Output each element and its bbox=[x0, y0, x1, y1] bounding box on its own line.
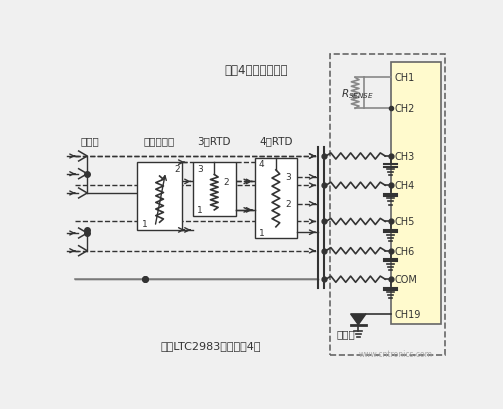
Bar bbox=[255, 158, 297, 239]
Text: 熱敏電阻器: 熱敏電阻器 bbox=[144, 136, 175, 146]
Text: CH1: CH1 bbox=[394, 73, 414, 83]
Bar bbox=[391, 63, 442, 324]
Text: 2: 2 bbox=[285, 200, 291, 209]
Text: CH4: CH4 bbox=[394, 181, 414, 191]
Bar bbox=[137, 163, 182, 230]
Text: CH2: CH2 bbox=[394, 104, 415, 114]
Text: 1: 1 bbox=[197, 206, 203, 215]
Bar bbox=[330, 55, 445, 355]
Bar bbox=[194, 163, 236, 216]
Text: 1: 1 bbox=[259, 228, 265, 237]
Text: 每個LTC2983連接多達4組: 每個LTC2983連接多達4組 bbox=[160, 340, 261, 350]
Text: 冷接點: 冷接點 bbox=[337, 328, 356, 338]
Text: 4線RTD: 4線RTD bbox=[259, 136, 293, 146]
Text: CH3: CH3 bbox=[394, 152, 414, 162]
Text: www.cntronics.com: www.cntronics.com bbox=[358, 349, 432, 358]
Text: $R_{SENSE}$: $R_{SENSE}$ bbox=[342, 87, 374, 101]
Text: 3: 3 bbox=[285, 173, 291, 182]
Text: 3線RTD: 3線RTD bbox=[198, 136, 231, 146]
Text: COM: COM bbox=[394, 274, 417, 285]
Text: 2: 2 bbox=[223, 178, 229, 187]
Polygon shape bbox=[351, 314, 366, 325]
Text: 4: 4 bbox=[259, 160, 265, 169]
Text: 熱電偶: 熱電偶 bbox=[80, 136, 99, 146]
Text: 所有4組傳感器共用: 所有4組傳感器共用 bbox=[225, 64, 288, 77]
Text: 3: 3 bbox=[197, 164, 203, 173]
Text: 1: 1 bbox=[142, 220, 148, 229]
Text: CH5: CH5 bbox=[394, 217, 415, 227]
Text: CH19: CH19 bbox=[394, 309, 421, 319]
Text: CH6: CH6 bbox=[394, 246, 414, 256]
Text: 2: 2 bbox=[174, 164, 180, 173]
